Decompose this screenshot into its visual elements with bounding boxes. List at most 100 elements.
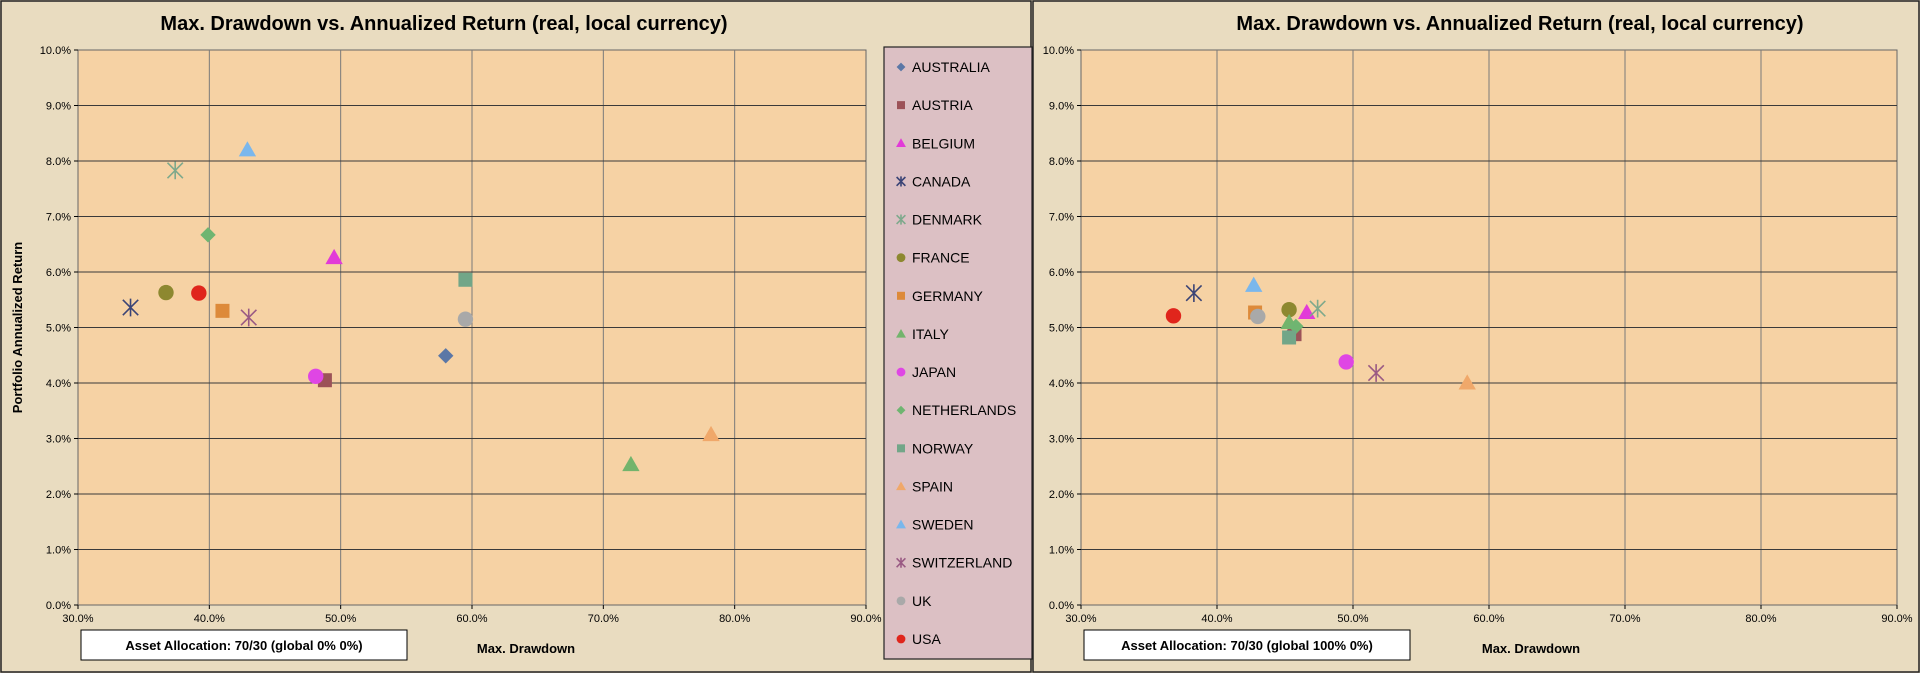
point-switzerland	[1367, 364, 1385, 382]
legend-label-switzerland: SWITZERLAND	[912, 555, 1012, 571]
legend-box	[883, 46, 1033, 660]
y-tick-label: 2.0%	[46, 489, 71, 501]
legend-marker-netherlands	[896, 405, 906, 415]
y-tick-label: 10.0%	[1043, 45, 1074, 57]
point-japan	[308, 368, 324, 385]
legend-marker-italy	[896, 328, 906, 338]
point-usa	[1165, 308, 1182, 324]
asset-allocation-box	[1083, 629, 1411, 661]
point-belgium	[325, 248, 343, 265]
asset-allocation-box	[80, 629, 408, 661]
y-tick-label: 5.0%	[1049, 323, 1074, 335]
point-germany	[215, 303, 230, 318]
x-tick-label: 60.0%	[456, 613, 487, 625]
legend-label-austria: AUSTRIA	[912, 97, 973, 113]
point-spain	[702, 425, 720, 442]
point-france	[158, 284, 174, 301]
x-tick-label: 80.0%	[1745, 613, 1776, 625]
legend-marker-germany	[897, 291, 905, 300]
legend-marker-switzerland	[896, 557, 906, 568]
legend-label-italy: ITALY	[912, 326, 949, 342]
point-denmark	[1309, 299, 1326, 318]
x-tick-label: 90.0%	[1881, 613, 1912, 625]
point-sweden	[1245, 276, 1263, 292]
legend-label-canada: CANADA	[912, 173, 971, 189]
legend-marker-spain	[896, 481, 906, 491]
legend-marker-usa	[896, 634, 906, 644]
point-canada	[122, 298, 139, 317]
point-denmark	[166, 161, 184, 180]
legend-label-germany: GERMANY	[912, 288, 983, 304]
legend-label-denmark: DENMARK	[912, 212, 983, 228]
legend-marker-austria	[897, 101, 905, 110]
y-tick-label: 9.0%	[46, 101, 71, 113]
legend-marker-norway	[897, 444, 905, 453]
legend-label-norway: NORWAY	[912, 440, 974, 456]
y-tick-label: 6.0%	[46, 267, 71, 279]
point-norway	[1282, 330, 1297, 345]
x-axis-label: Max. Drawdown	[1482, 641, 1580, 656]
y-tick-label: 0.0%	[1049, 600, 1074, 612]
x-tick-label: 70.0%	[588, 613, 619, 625]
y-tick-label: 4.0%	[1049, 378, 1074, 390]
legend-label-uk: UK	[912, 593, 932, 609]
asset-allocation-label: Asset Allocation: 70/30 (global 100% 0%)	[1121, 638, 1373, 653]
point-canada	[1185, 284, 1203, 302]
x-tick-label: 80.0%	[719, 613, 750, 625]
legend-label-belgium: BELGIUM	[912, 135, 975, 151]
y-tick-label: 3.0%	[1049, 434, 1074, 446]
x-tick-label: 40.0%	[194, 613, 225, 625]
legend-marker-denmark	[896, 214, 906, 225]
legend-label-japan: JAPAN	[912, 364, 956, 380]
y-tick-label: 7.0%	[1049, 212, 1074, 224]
legend-label-netherlands: NETHERLANDS	[912, 402, 1016, 418]
legend-label-france: FRANCE	[912, 250, 970, 266]
point-sweden	[238, 141, 257, 157]
legend-marker-uk	[896, 596, 906, 606]
x-tick-label: 30.0%	[62, 613, 93, 625]
y-tick-label: 4.0%	[46, 378, 71, 390]
x-tick-label: 90.0%	[850, 613, 881, 625]
point-japan	[1338, 354, 1354, 370]
chart-right: Max. Drawdown vs. Annualized Return (rea…	[1043, 13, 1913, 661]
legend-marker-sweden	[896, 519, 906, 529]
point-france	[1281, 302, 1297, 318]
legend: AUSTRALIA AUSTRIA BELGIUM CANADA DENMARK FRAN…	[883, 46, 1033, 660]
y-tick-label: 2.0%	[1049, 489, 1074, 501]
legend-label-spain: SPAIN	[912, 478, 953, 494]
point-netherlands	[1288, 318, 1304, 335]
asset-allocation-label: Asset Allocation: 70/30 (global 0% 0%)	[125, 638, 362, 653]
legend-label-sweden: SWEDEN	[912, 517, 973, 533]
y-tick-label: 1.0%	[1049, 545, 1074, 557]
legend-marker-france	[896, 253, 906, 263]
y-tick-label: 5.0%	[46, 323, 71, 335]
y-tick-label: 8.0%	[46, 156, 71, 168]
y-axis-label: Portfolio Annualized Return	[10, 242, 25, 413]
y-tick-label: 10.0%	[40, 45, 71, 57]
y-tick-label: 9.0%	[1049, 101, 1074, 113]
x-tick-label: 50.0%	[1337, 613, 1368, 625]
legend-marker-japan	[896, 367, 906, 377]
x-tick-label: 70.0%	[1609, 613, 1640, 625]
right-panel-border	[1032, 0, 1920, 673]
point-switzerland	[240, 308, 257, 327]
point-uk	[1250, 308, 1266, 325]
point-uk	[457, 311, 474, 327]
legend-marker-canada	[896, 176, 906, 187]
point-netherlands	[200, 227, 216, 243]
y-tick-label: 3.0%	[46, 434, 71, 446]
chart-title: Max. Drawdown vs. Annualized Return (rea…	[1236, 13, 1803, 35]
point-usa	[191, 285, 207, 301]
x-tick-label: 40.0%	[1201, 613, 1232, 625]
y-tick-label: 7.0%	[46, 212, 71, 224]
x-axis-label: Max. Drawdown	[477, 641, 575, 656]
x-tick-label: 30.0%	[1065, 613, 1096, 625]
legend-marker-belgium	[896, 138, 906, 147]
y-tick-label: 0.0%	[46, 600, 71, 612]
chart-title: Max. Drawdown vs. Annualized Return (rea…	[160, 13, 727, 35]
x-tick-label: 60.0%	[1473, 613, 1504, 625]
point-norway	[458, 272, 473, 287]
legend-label-usa: USA	[912, 631, 941, 647]
